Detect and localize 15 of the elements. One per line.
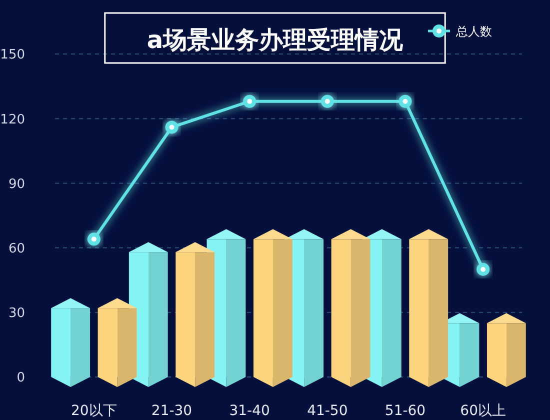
y-tick-label: 120 (0, 112, 25, 128)
x-tick-label: 41-50 (307, 403, 348, 419)
y-tick-label: 60 (8, 241, 25, 256)
x-tick-label: 60以上 (460, 403, 506, 419)
title: a场景业务办理受理情况 (104, 12, 446, 64)
x-tick-label: 31-40 (229, 403, 270, 419)
x-tick-label: 20以下 (71, 403, 117, 419)
y-tick-label: 30 (8, 306, 25, 322)
y-tick-label: 90 (8, 176, 25, 192)
x-tick-label: 21-30 (151, 403, 192, 419)
y-tick-label: 150 (0, 48, 25, 63)
y-tick-label: 0 (16, 370, 25, 386)
chart-title: a场景业务办理受理情况 (146, 26, 404, 54)
x-tick-label: 51-60 (384, 403, 426, 419)
legend-label: 总人数 (455, 24, 492, 38)
